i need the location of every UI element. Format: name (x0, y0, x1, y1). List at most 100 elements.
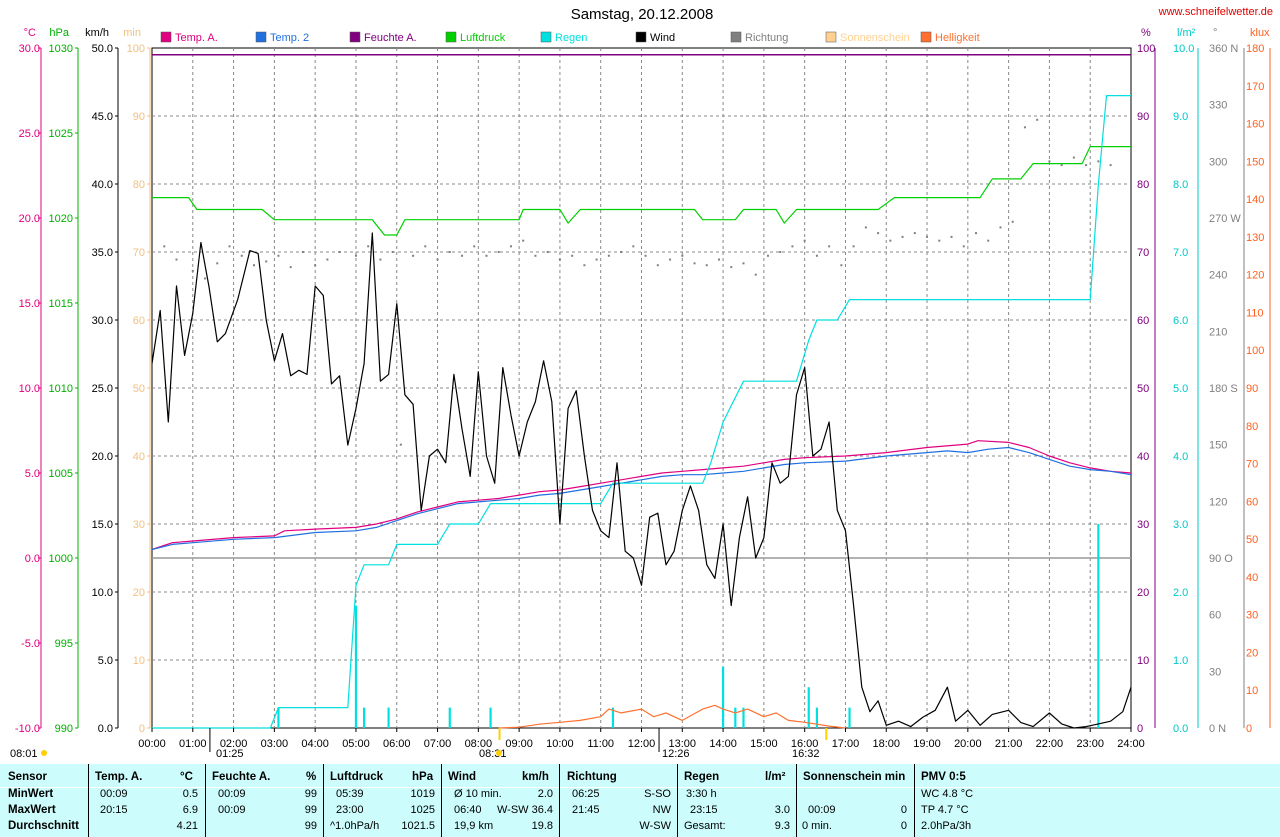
luftdruck-line (152, 146, 1131, 236)
axis-tick-label: 50 (1246, 534, 1258, 546)
cell-feuchte-time: 00:09 (218, 788, 246, 800)
richtung-dot (962, 245, 965, 248)
table-divider (559, 764, 560, 837)
richtung-dot (828, 245, 831, 248)
cell-sonne-val: 0 (900, 804, 907, 816)
richtung-dot (1072, 156, 1075, 159)
cell-temp-val: 4.21 (176, 820, 198, 832)
cell-druck-val: 1019 (410, 788, 435, 800)
richtung-dot (216, 262, 219, 265)
richtung-dot (877, 232, 880, 235)
axis-tick-label: 30 (1209, 666, 1221, 678)
richtung-dot (509, 245, 512, 248)
weather-chart: 30.025.020.015.010.05.00.0-5.0-10.0°C103… (10, 6, 1273, 760)
axis-tick-label: 20 (1246, 647, 1258, 659)
axis-tick-label: 1025 (49, 128, 73, 140)
cell-sonne-val: 0 (900, 820, 907, 832)
richtung-dot (803, 239, 806, 242)
axis-tick-label: 240 (1209, 270, 1227, 282)
header-temp: Temp. A. (95, 771, 143, 783)
header-feuchte-unit: % (306, 771, 317, 783)
richtung-dot (938, 239, 941, 242)
cell-regen-val: 9.3 (774, 820, 790, 832)
axis-tick-label: 130 (1246, 232, 1264, 244)
axis-tick-label: 110 (1246, 307, 1264, 319)
cell-wind-time: 19,9 km (454, 820, 494, 832)
axis-tick-label: 3.0 (1173, 519, 1188, 531)
axis-tick-label: 1020 (49, 213, 73, 225)
helligkeit-line (498, 704, 846, 729)
table-divider (914, 764, 915, 837)
header-temp-unit: °C (180, 771, 193, 783)
table-header-divider (0, 787, 1280, 788)
axis-tick-label: 30 (1137, 519, 1149, 531)
axis-tick-label: 40 (1137, 451, 1149, 463)
cell-richtung-time: 06:25 (572, 788, 600, 800)
cell-temp-time: 00:09 (100, 788, 128, 800)
legend-swatch (635, 31, 647, 43)
axis-tick-label: 80 (1246, 421, 1258, 433)
cell-feuchte-time: 00:09 (218, 804, 246, 816)
axis-tick-label: 20 (133, 587, 145, 599)
axis-unit-label: klux (1250, 27, 1270, 39)
axis-tick-label: 20.0 (19, 213, 40, 225)
x-tick-label: 03:00 (261, 738, 289, 750)
richtung-dot (546, 251, 549, 253)
cell-druck-time: ^1.0hPa/h (330, 820, 380, 832)
cell-richtung-time: 21:45 (572, 804, 600, 816)
axis-tick-label: 60 (1137, 315, 1149, 327)
cell-temp-val: 6.9 (182, 804, 198, 816)
x-tick-label: 09:00 (505, 738, 533, 750)
richtung-dot (693, 262, 696, 265)
legend-swatch (255, 31, 267, 43)
cell-wind-dir: W-SW (497, 804, 529, 816)
axis-tick-label: 35.0 (92, 247, 113, 259)
axis-tick-label: 330 (1209, 100, 1227, 112)
richtung-dot (705, 264, 708, 267)
cell-druck-val: 1021.5 (401, 820, 435, 832)
axis-tick-label: 90 (1137, 111, 1149, 123)
axis-unit-label: min (123, 27, 141, 39)
richtung-dot (889, 239, 892, 242)
chart-series (151, 54, 1132, 729)
richtung-dot (265, 260, 268, 263)
axis-tick-label: 995 (55, 638, 73, 650)
legend-swatch (160, 31, 172, 43)
richtung-dot (620, 251, 623, 253)
header-regen: Regen (684, 771, 720, 783)
richtung-dot (326, 258, 329, 261)
axis-tick-label: 6.0 (1173, 315, 1188, 327)
richtung-dot (424, 245, 427, 248)
axis-tick-label: 40 (133, 451, 145, 463)
row-label-avg: Durchschnitt (8, 820, 79, 832)
richtung-dot (240, 254, 243, 257)
axis-tick-label: 1015 (49, 298, 73, 310)
statistics-table: Sensor Temp. A. °C Feuchte A. % Luftdruc… (0, 764, 1280, 837)
axis-unit-label: hPa (49, 27, 69, 39)
richtung-dot (1097, 160, 1100, 163)
richtung-dot (913, 232, 916, 235)
richtung-dot (448, 251, 451, 253)
richtung-dot (522, 239, 525, 242)
axis-tick-label: 70 (1137, 247, 1149, 259)
axis-tick-label: 300 (1209, 156, 1227, 168)
axis-tick-label: 30 (1246, 610, 1258, 622)
richtung-dot (840, 264, 843, 267)
cell-regen-time: 23:15 (690, 804, 718, 816)
x-tick-label: 06:00 (383, 738, 411, 750)
temp-a-line (151, 440, 1132, 551)
legend-swatch (920, 31, 932, 43)
header-sonne: Sonnenschein min (803, 771, 906, 783)
axis-tick-label: 150 (1246, 156, 1264, 168)
header-pmv: PMV 0:5 (921, 771, 966, 783)
legend-label: Feuchte A. (364, 32, 417, 44)
axis-tick-label: 10 (1137, 655, 1149, 667)
cell-sonne-time: 00:09 (808, 804, 836, 816)
richtung-dot (1060, 164, 1063, 167)
cell-richtung-val: NW (652, 804, 671, 816)
axis-tick-label: 1.0 (1173, 655, 1188, 667)
legend-label: Wind (650, 32, 675, 44)
website-link[interactable]: www.schneifelwetter.de (1158, 6, 1273, 18)
richtung-dot (314, 264, 317, 267)
x-tick-label: 12:00 (628, 738, 656, 750)
